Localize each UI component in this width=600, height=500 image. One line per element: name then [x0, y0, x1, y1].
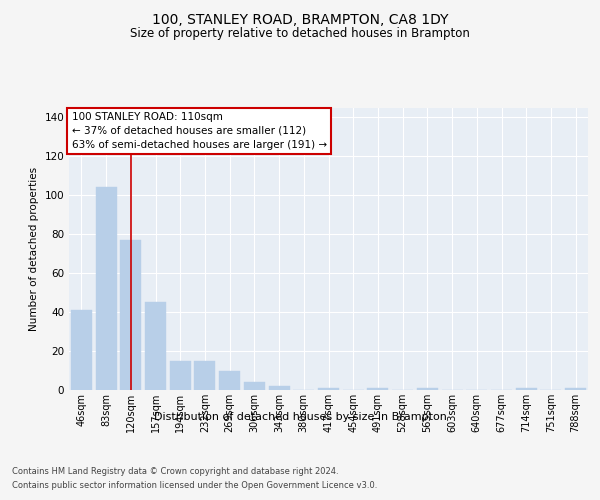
Bar [194, 361, 215, 390]
Bar [95, 188, 116, 390]
Text: Contains HM Land Registry data © Crown copyright and database right 2024.: Contains HM Land Registry data © Crown c… [12, 468, 338, 476]
Bar [318, 388, 339, 390]
Bar [367, 388, 388, 390]
Y-axis label: Number of detached properties: Number of detached properties [29, 166, 39, 331]
Bar [417, 388, 438, 390]
Text: Size of property relative to detached houses in Brampton: Size of property relative to detached ho… [130, 28, 470, 40]
Bar [219, 370, 240, 390]
Bar [269, 386, 290, 390]
Text: Distribution of detached houses by size in Brampton: Distribution of detached houses by size … [154, 412, 446, 422]
Bar [565, 388, 586, 390]
Bar [120, 240, 141, 390]
Text: 100, STANLEY ROAD, BRAMPTON, CA8 1DY: 100, STANLEY ROAD, BRAMPTON, CA8 1DY [152, 12, 448, 26]
Bar [170, 361, 191, 390]
Bar [71, 310, 92, 390]
Bar [145, 302, 166, 390]
Text: 100 STANLEY ROAD: 110sqm
← 37% of detached houses are smaller (112)
63% of semi-: 100 STANLEY ROAD: 110sqm ← 37% of detach… [71, 112, 327, 150]
Bar [516, 388, 537, 390]
Text: Contains public sector information licensed under the Open Government Licence v3: Contains public sector information licen… [12, 481, 377, 490]
Bar [244, 382, 265, 390]
